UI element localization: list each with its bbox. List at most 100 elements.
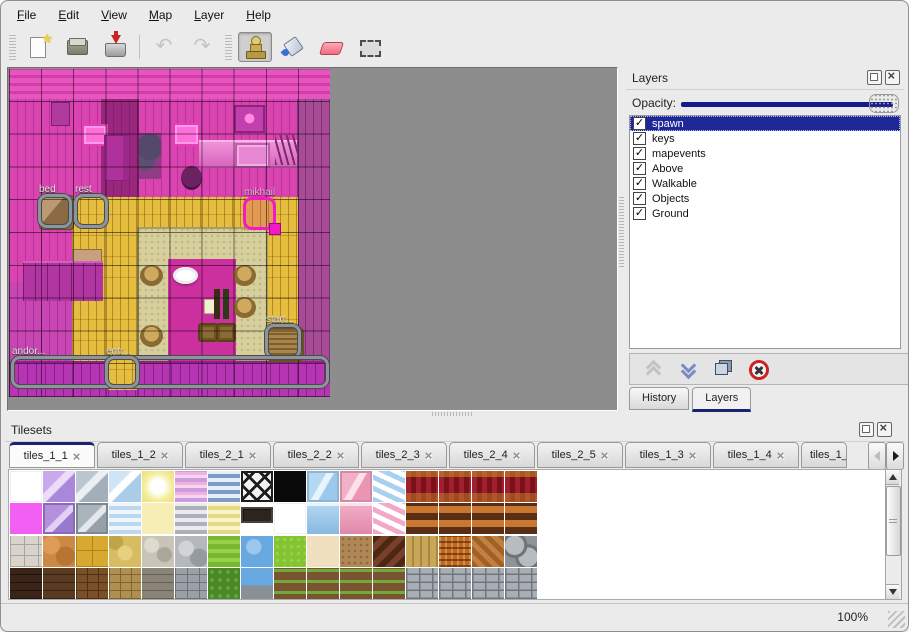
- tile-glass-gray-sm[interactable]: [76, 503, 108, 535]
- tile-roof-brown[interactable]: [373, 535, 405, 567]
- checkbox-checked-icon[interactable]: ✓: [633, 192, 646, 205]
- tile-herringbone[interactable]: [472, 535, 504, 567]
- tileset-tab-tiles_2_3[interactable]: tiles_2_3 ×: [361, 442, 447, 468]
- tile-black[interactable]: [274, 471, 306, 502]
- scroll-up-button[interactable]: [886, 470, 899, 485]
- redo-button[interactable]: ↷: [185, 32, 219, 62]
- tile-window-blue-btm[interactable]: [307, 503, 339, 535]
- tile-glass-purple[interactable]: [43, 471, 75, 502]
- tileset-tab-tiles_1_[interactable]: tiles_1_×: [801, 442, 847, 468]
- tile-stone-tan[interactable]: [109, 535, 141, 567]
- tile-stripes-diag-pink[interactable]: [373, 503, 405, 535]
- tile-wall-darkbrown[interactable]: [10, 568, 42, 599]
- resize-grip-icon[interactable]: [888, 611, 905, 628]
- tile-stripes-yellow[interactable]: [208, 503, 240, 535]
- layer-row-Above[interactable]: ✓ Above: [630, 161, 900, 176]
- tile-window-pink-btm[interactable]: [340, 503, 372, 535]
- raise-layer-button[interactable]: [642, 358, 664, 382]
- rect-select-tool-button[interactable]: [352, 32, 386, 62]
- map-object-andor[interactable]: andor...: [11, 346, 329, 388]
- layer-row-Walkable[interactable]: ✓ Walkable: [630, 176, 900, 191]
- map-view[interactable]: bed rest mikhail start... andor... entr...: [7, 67, 618, 411]
- horizontal-splitter[interactable]: [7, 410, 616, 418]
- tile-curtain-red[interactable]: [406, 471, 438, 502]
- tileset-tab-tiles_2_5[interactable]: tiles_2_5 ×: [537, 442, 623, 468]
- tileset-tab-tiles_1_4[interactable]: tiles_1_4 ×: [713, 442, 799, 468]
- tile-wood-stripes[interactable]: [472, 503, 504, 535]
- close-tab-icon[interactable]: ×: [688, 447, 697, 463]
- close-tab-icon[interactable]: ×: [424, 447, 433, 463]
- dock-tab-history[interactable]: History: [629, 387, 690, 410]
- close-panel-icon[interactable]: [885, 68, 900, 85]
- menu-view[interactable]: View: [101, 7, 127, 22]
- menu-map[interactable]: Map: [148, 7, 173, 22]
- tile-pale-yellow[interactable]: [142, 503, 174, 535]
- tile-field[interactable]: [274, 568, 306, 599]
- tile-curtain-red[interactable]: [505, 471, 537, 502]
- tile-water-stripes[interactable]: [109, 503, 141, 535]
- tile-field[interactable]: [373, 568, 405, 599]
- tile-brick-brown[interactable]: [76, 568, 108, 599]
- float-panel-icon[interactable]: [859, 422, 874, 437]
- tile-planks-v[interactable]: [406, 535, 438, 567]
- object-resize-handle[interactable]: [269, 223, 281, 235]
- undo-button[interactable]: ↶: [147, 32, 181, 62]
- tile-glass-gray[interactable]: [76, 471, 108, 502]
- new-map-button[interactable]: ★: [22, 31, 56, 62]
- map-object-mikhail[interactable]: mikhail: [243, 187, 281, 235]
- palette-scrollbar[interactable]: [885, 469, 902, 600]
- tile-tile-yellow[interactable]: [76, 535, 108, 567]
- tile-logs[interactable]: [505, 535, 537, 567]
- tile-wall-stone[interactable]: [142, 568, 174, 599]
- tile-sand[interactable]: [307, 535, 339, 567]
- dock-tab-layers[interactable]: Layers: [692, 387, 752, 412]
- tileset-tab-tiles_2_2[interactable]: tiles_2_2 ×: [273, 442, 359, 468]
- tile-dirt[interactable]: [340, 535, 372, 567]
- checkbox-checked-icon[interactable]: ✓: [633, 162, 646, 175]
- tile-cobble-orange[interactable]: [43, 535, 75, 567]
- map-object-bed[interactable]: bed: [38, 184, 72, 228]
- checkbox-checked-icon[interactable]: ✓: [633, 117, 646, 130]
- lower-layer-button[interactable]: [677, 357, 699, 380]
- tile-stripes-pink-purple[interactable]: [175, 471, 207, 502]
- tile-wood-stripes[interactable]: [505, 503, 537, 535]
- tab-scroll-left-button[interactable]: [868, 442, 886, 470]
- menu-layer[interactable]: Layer: [194, 7, 225, 22]
- close-panel-icon[interactable]: [877, 420, 892, 437]
- layer-row-Objects[interactable]: ✓ Objects: [630, 191, 900, 206]
- checkbox-checked-icon[interactable]: ✓: [633, 147, 646, 160]
- close-tab-icon[interactable]: ×: [600, 447, 609, 463]
- tile-window-pink[interactable]: [340, 471, 372, 502]
- checkbox-checked-icon[interactable]: ✓: [633, 177, 646, 190]
- tile-hedge[interactable]: [208, 568, 240, 599]
- tile-water-wall[interactable]: [241, 568, 273, 599]
- tile-grass-striped[interactable]: [208, 535, 240, 567]
- tile-stripes-blue[interactable]: [208, 471, 240, 502]
- layer-row-Ground[interactable]: ✓ Ground: [630, 206, 900, 221]
- scrollbar-thumb[interactable]: [886, 486, 901, 556]
- close-tab-icon[interactable]: ×: [776, 447, 785, 463]
- checkbox-checked-icon[interactable]: ✓: [633, 207, 646, 220]
- layer-list[interactable]: ✓ spawn ✓ keys ✓ mapevents ✓ Above ✓ Walkable ✓ Obj…: [629, 115, 901, 349]
- map-canvas[interactable]: bed rest mikhail start... andor... entr...: [9, 69, 330, 397]
- tile-rocks-gray[interactable]: [175, 535, 207, 567]
- tile-brick-gray[interactable]: [175, 568, 207, 599]
- open-map-button[interactable]: [60, 32, 94, 62]
- duplicate-layer-button[interactable]: [712, 358, 734, 380]
- tile-field[interactable]: [340, 568, 372, 599]
- map-object-start[interactable]: start...: [265, 314, 301, 359]
- tileset-tab-tiles_2_1[interactable]: tiles_2_1 ×: [185, 442, 271, 468]
- toolbar-grip[interactable]: [225, 34, 232, 60]
- tile-brick-gray2[interactable]: [472, 568, 504, 599]
- tile-sign-dark[interactable]: [241, 507, 273, 524]
- tile-brick-gray2[interactable]: [406, 568, 438, 599]
- tile-field[interactable]: [307, 568, 339, 599]
- tile-brick-tan[interactable]: [109, 568, 141, 599]
- tile-curtain-red[interactable]: [439, 471, 471, 502]
- stamp-tool-button[interactable]: [238, 32, 272, 62]
- tile-basket-weave[interactable]: [439, 535, 471, 567]
- tileset-tab-tiles_1_1[interactable]: tiles_1_1 ×: [9, 442, 95, 468]
- opacity-slider[interactable]: [681, 102, 893, 107]
- tile-wood-stripes[interactable]: [439, 503, 471, 535]
- layer-row-spawn[interactable]: ✓ spawn: [630, 116, 900, 131]
